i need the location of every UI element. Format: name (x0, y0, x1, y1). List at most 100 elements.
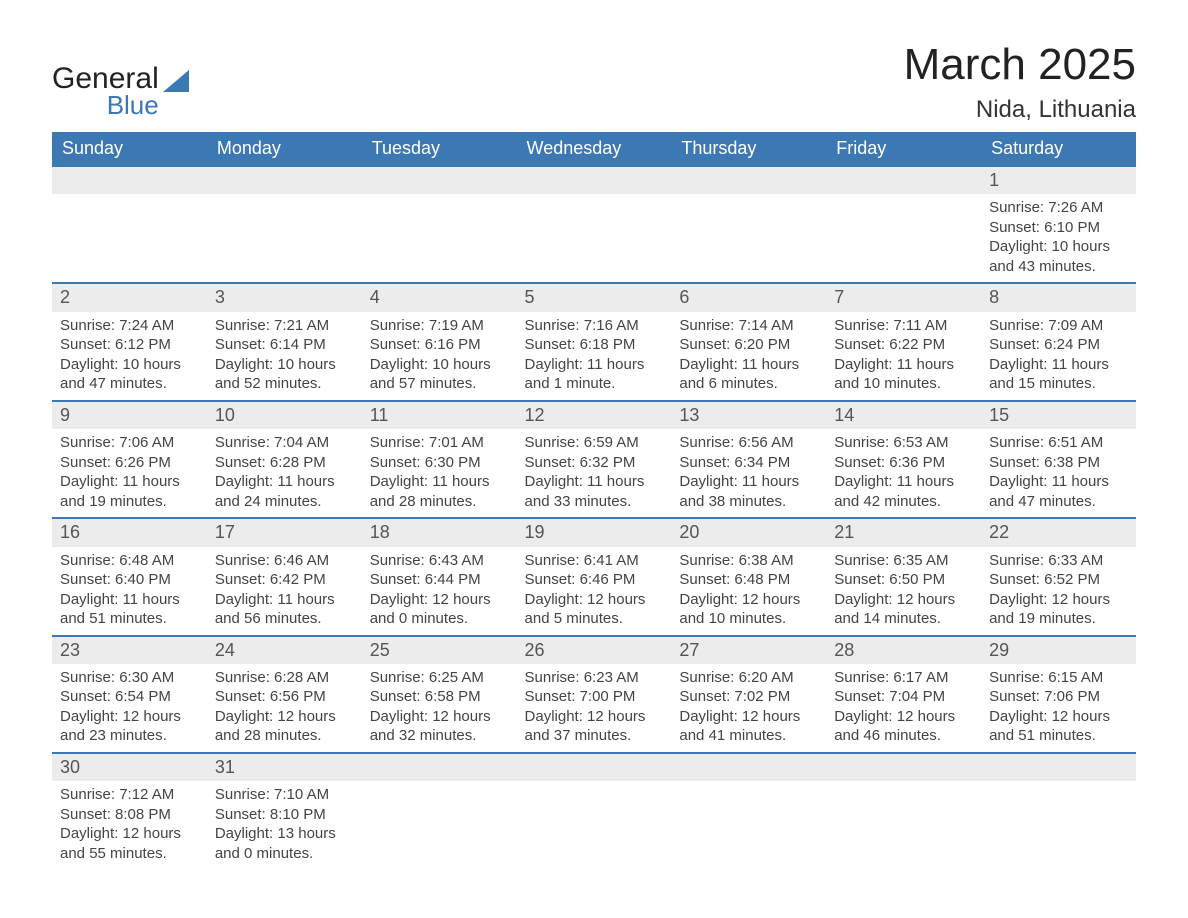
day-data-cell: Sunrise: 6:23 AMSunset: 7:00 PMDaylight:… (517, 664, 672, 753)
day-data-cell: Sunrise: 6:48 AMSunset: 6:40 PMDaylight:… (52, 547, 207, 636)
day-data: Sunrise: 6:35 AMSunset: 6:50 PMDaylight:… (826, 547, 981, 635)
day-sunset: Sunset: 6:16 PM (370, 335, 509, 355)
day-daylight1: Daylight: 11 hours (370, 472, 509, 492)
day-data (207, 194, 362, 274)
day-data: Sunrise: 6:33 AMSunset: 6:52 PMDaylight:… (981, 547, 1136, 635)
day-daylight1: Daylight: 12 hours (834, 707, 973, 727)
day-daylight2: and 51 minutes. (60, 609, 199, 629)
day-sunset: Sunset: 6:26 PM (60, 453, 199, 473)
day-data-cell: Sunrise: 7:04 AMSunset: 6:28 PMDaylight:… (207, 429, 362, 518)
day-sunrise: Sunrise: 6:15 AM (989, 668, 1128, 688)
day-number-cell: 22 (981, 518, 1136, 546)
day-sunset: Sunset: 6:22 PM (834, 335, 973, 355)
day-data (362, 781, 517, 861)
day-sunset: Sunset: 6:42 PM (215, 570, 354, 590)
day-number: 6 (671, 284, 826, 311)
day-data: Sunrise: 7:26 AMSunset: 6:10 PMDaylight:… (981, 194, 1136, 282)
day-sunrise: Sunrise: 6:38 AM (679, 551, 818, 571)
week-daynum-row: 23242526272829 (52, 636, 1136, 664)
day-number-cell: 10 (207, 401, 362, 429)
day-daylight1: Daylight: 11 hours (215, 472, 354, 492)
day-daylight2: and 37 minutes. (525, 726, 664, 746)
day-data: Sunrise: 7:21 AMSunset: 6:14 PMDaylight:… (207, 312, 362, 400)
day-header: Monday (207, 132, 362, 166)
day-data-cell: Sunrise: 7:06 AMSunset: 6:26 PMDaylight:… (52, 429, 207, 518)
day-data: Sunrise: 6:46 AMSunset: 6:42 PMDaylight:… (207, 547, 362, 635)
day-sunset: Sunset: 6:10 PM (989, 218, 1128, 238)
day-sunrise: Sunrise: 6:53 AM (834, 433, 973, 453)
day-number-cell: 1 (981, 166, 1136, 194)
day-data-cell: Sunrise: 7:26 AMSunset: 6:10 PMDaylight:… (981, 194, 1136, 283)
day-daylight2: and 41 minutes. (679, 726, 818, 746)
day-number (981, 754, 1136, 778)
day-daylight2: and 32 minutes. (370, 726, 509, 746)
day-number-cell: 12 (517, 401, 672, 429)
day-sunrise: Sunrise: 6:35 AM (834, 551, 973, 571)
day-sunset: Sunset: 6:34 PM (679, 453, 818, 473)
week-data-row: Sunrise: 7:24 AMSunset: 6:12 PMDaylight:… (52, 312, 1136, 401)
day-data-cell: Sunrise: 7:24 AMSunset: 6:12 PMDaylight:… (52, 312, 207, 401)
day-data: Sunrise: 7:09 AMSunset: 6:24 PMDaylight:… (981, 312, 1136, 400)
day-data-cell (517, 194, 672, 283)
day-number-cell: 17 (207, 518, 362, 546)
day-number-cell (207, 166, 362, 194)
day-data-cell (207, 194, 362, 283)
day-number (362, 754, 517, 778)
day-daylight1: Daylight: 12 hours (679, 707, 818, 727)
calendar-header: SundayMondayTuesdayWednesdayThursdayFrid… (52, 132, 1136, 166)
day-daylight2: and 43 minutes. (989, 257, 1128, 277)
day-number (826, 167, 981, 191)
day-data: Sunrise: 6:17 AMSunset: 7:04 PMDaylight:… (826, 664, 981, 752)
day-data-cell (826, 194, 981, 283)
day-number (671, 167, 826, 191)
day-data-cell: Sunrise: 6:33 AMSunset: 6:52 PMDaylight:… (981, 547, 1136, 636)
week-data-row: Sunrise: 7:12 AMSunset: 8:08 PMDaylight:… (52, 781, 1136, 869)
day-number: 3 (207, 284, 362, 311)
day-data-cell: Sunrise: 6:41 AMSunset: 6:46 PMDaylight:… (517, 547, 672, 636)
day-data-cell: Sunrise: 6:28 AMSunset: 6:56 PMDaylight:… (207, 664, 362, 753)
day-daylight1: Daylight: 12 hours (370, 590, 509, 610)
day-sunrise: Sunrise: 6:20 AM (679, 668, 818, 688)
day-daylight1: Daylight: 12 hours (60, 707, 199, 727)
day-daylight2: and 28 minutes. (215, 726, 354, 746)
day-data-cell (362, 194, 517, 283)
day-daylight2: and 10 minutes. (679, 609, 818, 629)
day-daylight1: Daylight: 12 hours (215, 707, 354, 727)
day-daylight2: and 47 minutes. (989, 492, 1128, 512)
day-sunset: Sunset: 6:58 PM (370, 687, 509, 707)
day-data-cell: Sunrise: 7:16 AMSunset: 6:18 PMDaylight:… (517, 312, 672, 401)
day-daylight1: Daylight: 12 hours (525, 707, 664, 727)
day-data (981, 781, 1136, 861)
day-daylight2: and 1 minute. (525, 374, 664, 394)
day-daylight1: Daylight: 12 hours (525, 590, 664, 610)
day-number: 23 (52, 637, 207, 664)
day-number-cell: 26 (517, 636, 672, 664)
day-number-cell: 30 (52, 753, 207, 781)
day-daylight1: Daylight: 13 hours (215, 824, 354, 844)
day-data: Sunrise: 6:53 AMSunset: 6:36 PMDaylight:… (826, 429, 981, 517)
day-number-cell (517, 753, 672, 781)
day-daylight2: and 5 minutes. (525, 609, 664, 629)
day-sunrise: Sunrise: 7:10 AM (215, 785, 354, 805)
day-number (362, 167, 517, 191)
day-data: Sunrise: 7:19 AMSunset: 6:16 PMDaylight:… (362, 312, 517, 400)
day-sunset: Sunset: 6:12 PM (60, 335, 199, 355)
day-data: Sunrise: 6:23 AMSunset: 7:00 PMDaylight:… (517, 664, 672, 752)
day-data: Sunrise: 6:28 AMSunset: 6:56 PMDaylight:… (207, 664, 362, 752)
day-number: 27 (671, 637, 826, 664)
day-daylight2: and 28 minutes. (370, 492, 509, 512)
day-data-cell: Sunrise: 6:38 AMSunset: 6:48 PMDaylight:… (671, 547, 826, 636)
day-number: 10 (207, 402, 362, 429)
logo-sub: Blue (52, 92, 159, 118)
day-number-cell: 3 (207, 283, 362, 311)
week-data-row: Sunrise: 7:06 AMSunset: 6:26 PMDaylight:… (52, 429, 1136, 518)
day-data (362, 194, 517, 274)
day-number-cell (826, 753, 981, 781)
day-data (671, 781, 826, 861)
day-number-cell: 9 (52, 401, 207, 429)
day-data: Sunrise: 6:43 AMSunset: 6:44 PMDaylight:… (362, 547, 517, 635)
day-sunrise: Sunrise: 6:33 AM (989, 551, 1128, 571)
day-data: Sunrise: 7:12 AMSunset: 8:08 PMDaylight:… (52, 781, 207, 869)
day-sunrise: Sunrise: 6:30 AM (60, 668, 199, 688)
day-data-cell: Sunrise: 7:10 AMSunset: 8:10 PMDaylight:… (207, 781, 362, 869)
